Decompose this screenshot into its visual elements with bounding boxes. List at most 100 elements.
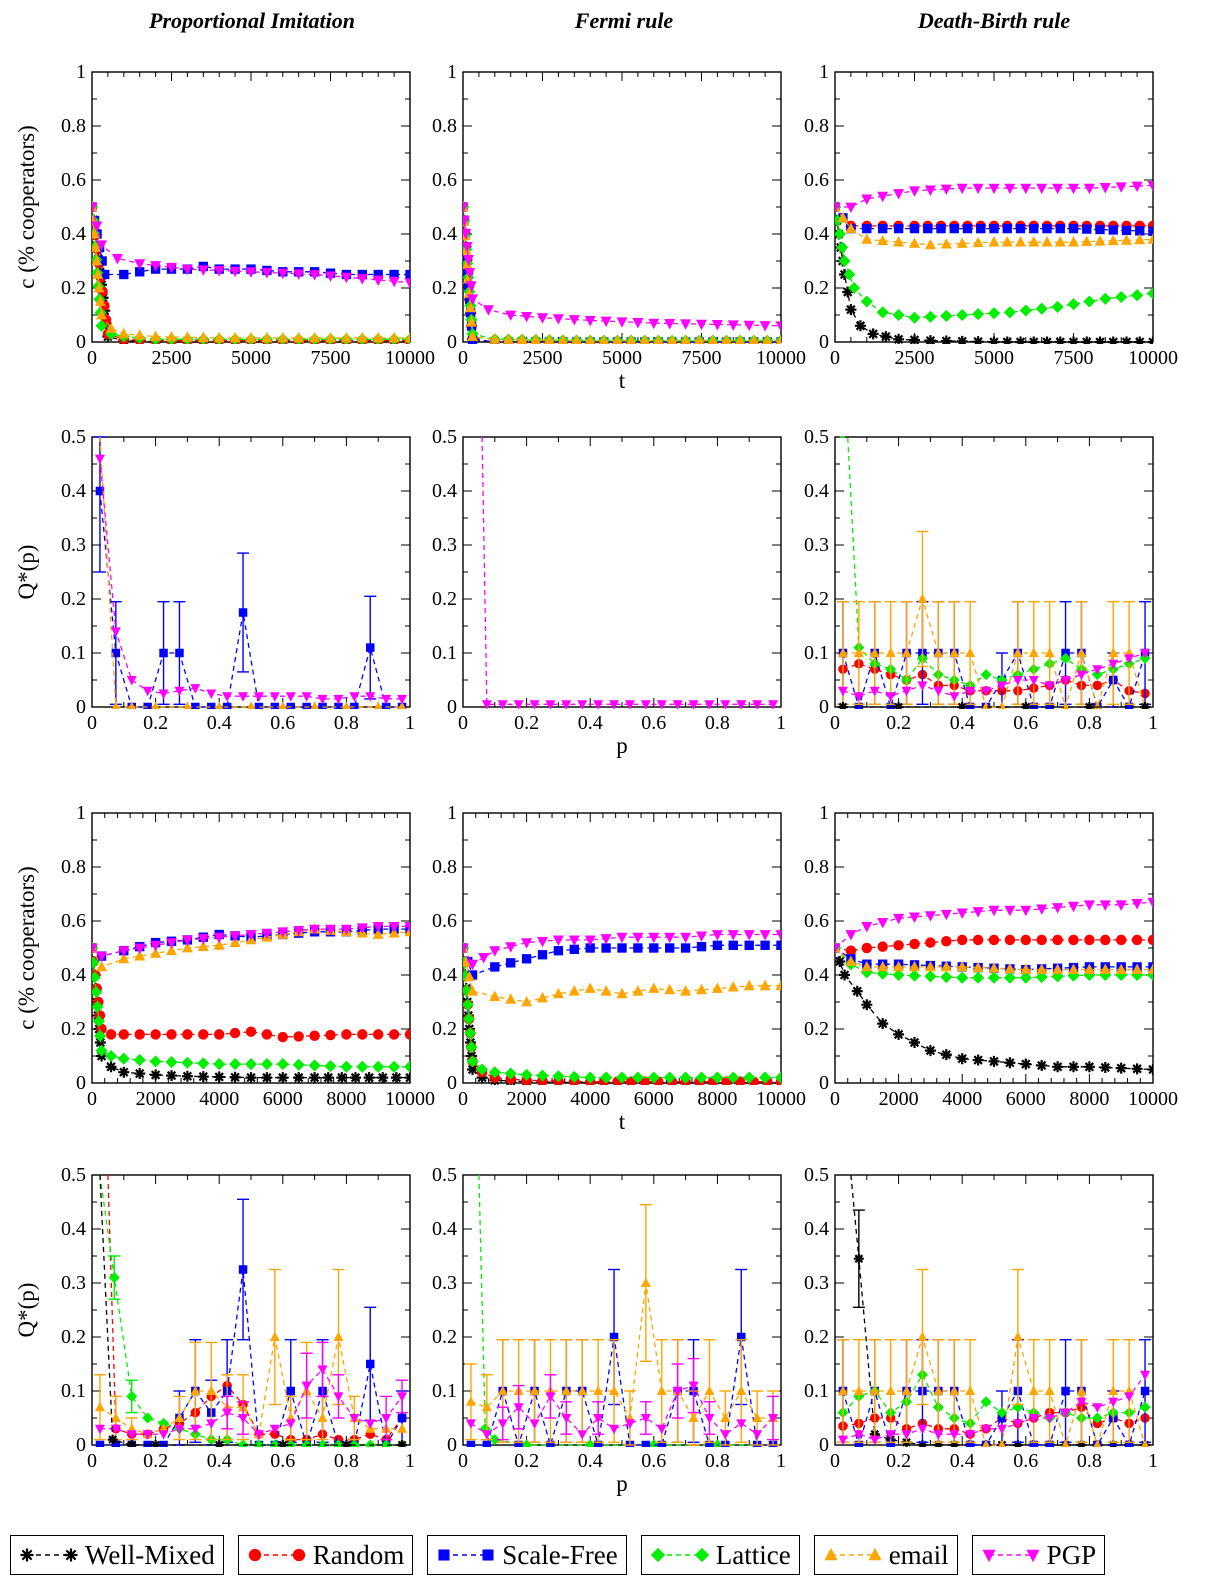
data-point [389,269,399,280]
data-point [213,1071,225,1083]
data-point [229,1058,242,1071]
data-point [476,1072,488,1084]
x-tick-label: 1 [776,712,786,734]
data-point [238,692,249,702]
series-email [835,200,1153,250]
data-point [878,223,888,234]
data-point [845,304,857,316]
data-point [1083,295,1096,308]
data-point [317,694,328,705]
data-point [1001,236,1013,247]
data-point [1094,336,1106,344]
data-point [464,268,476,279]
data-point [356,274,368,285]
data-point [649,943,659,953]
x-tick-label: 6000 [263,1088,303,1110]
data-point [1003,306,1016,319]
y-tick-label: 0.5 [432,426,457,448]
data-point [571,334,582,344]
data-point [861,960,873,972]
ticks [834,812,1154,1084]
data-point [877,917,889,929]
data-point [1012,1440,1023,1447]
x-tick-label: 1 [776,1450,786,1472]
data-point [108,1272,120,1284]
data-point [617,943,627,953]
legend-label: Random [312,1539,405,1570]
data-point [333,1331,344,1341]
data-point [151,701,160,709]
data-point [1055,223,1065,234]
data-point [404,1072,410,1084]
data-point [775,930,781,941]
data-point [837,686,848,697]
data-point [92,221,103,232]
data-point [105,322,117,333]
legend-label: Well-Mixed [85,1539,215,1570]
data-point [213,1058,226,1071]
data-point [956,908,968,919]
data-point [1084,702,1095,709]
data-point [949,647,960,657]
data-point [366,643,375,652]
y-tick-label: 0.2 [61,1018,86,1040]
data-point [222,702,232,709]
data-point [143,702,152,709]
data-point [1068,963,1079,974]
data-point [95,319,108,332]
data-point [238,608,248,617]
data-point [949,1440,960,1447]
data-point [521,938,533,949]
data-point [600,1071,613,1084]
data-point [748,334,759,344]
data-point [624,700,635,709]
data-point [1028,1414,1039,1424]
data-point [1124,702,1134,709]
y-tick-label: 0.2 [61,588,86,610]
data-point [191,702,200,709]
x-tick-label: 10000 [385,347,435,369]
x-tick-label: 0 [830,1450,840,1472]
data-point [743,979,755,991]
data-point [545,1392,556,1402]
data-point [940,909,952,921]
y-tick-label: 0 [76,1434,86,1456]
data-point [513,1403,524,1413]
y-tick-label: 1 [447,61,457,83]
data-point [118,952,130,964]
data-point [917,1440,928,1447]
data-point [301,1381,312,1392]
data-point [482,305,494,316]
plot-data [93,1174,409,1447]
x-tick-label: 1 [405,712,415,734]
x-tick-label: 5000 [602,347,642,369]
data-point [1094,235,1106,246]
data-point [940,238,952,249]
data-point [885,1430,896,1440]
data-point [553,946,564,956]
y-tick-label: 0.5 [61,426,86,448]
data-point [1124,1392,1135,1402]
series-pgp [463,930,781,971]
data-point [893,702,904,709]
data-point [711,1071,724,1084]
data-point [680,943,691,953]
data-point [467,294,479,305]
data-point [1076,1397,1087,1408]
plot-data [836,1174,1152,1447]
data-point [988,905,1000,917]
data-point [837,211,849,223]
data-point [552,987,564,999]
y-tick-label: 0.2 [432,1018,457,1040]
data-point [624,1419,635,1429]
data-point [536,1069,549,1082]
ticks [834,1174,1154,1446]
legend-symbol-square [438,1549,494,1561]
data-point [593,1385,604,1395]
data-point [909,334,920,344]
series-scale-free [95,1198,409,1447]
data-point [584,982,596,993]
data-point [577,1430,588,1440]
data-point [1115,934,1127,946]
data-point [302,702,311,709]
